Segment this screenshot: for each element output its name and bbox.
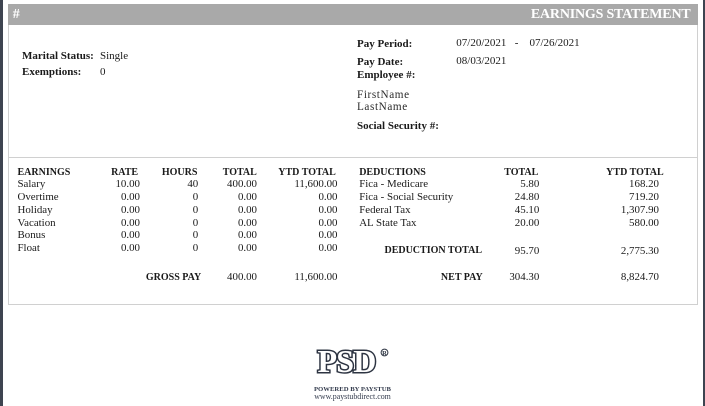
svg-text:R: R bbox=[382, 350, 387, 357]
svg-text:PSD: PSD bbox=[318, 343, 376, 378]
